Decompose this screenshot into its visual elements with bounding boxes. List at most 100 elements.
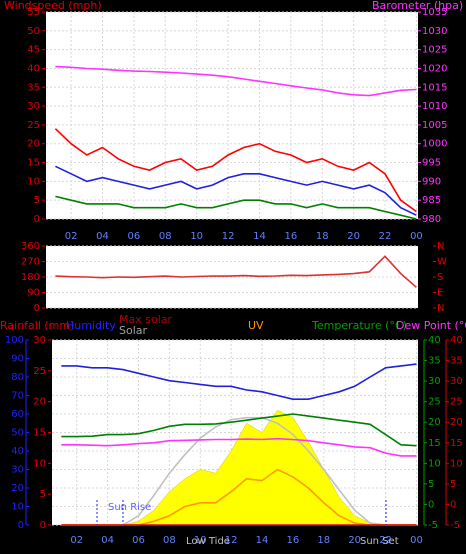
y-tick-label: 15 — [27, 158, 40, 169]
y-tick-label: 90 — [27, 288, 40, 299]
x-tick-label: 06 — [128, 231, 141, 242]
y-tick-label: 40 — [27, 63, 40, 74]
y-tick-label: 5 — [428, 479, 434, 490]
x-tick-label: 08 — [163, 535, 176, 546]
x-tick-label: 22 — [379, 535, 392, 546]
y-tick-label: 30 — [33, 335, 46, 346]
y-tick-label: 40 — [450, 335, 463, 346]
y-tick-label: 70 — [11, 391, 24, 402]
x-tick-label: 20 — [347, 231, 360, 242]
series-line — [55, 255, 417, 288]
y-tick-label: 10 — [27, 176, 40, 187]
y-tick-label: 25 — [27, 120, 40, 131]
y-tick-label: 0 — [34, 303, 40, 314]
y-tick-label: 0 — [428, 499, 434, 510]
axis-title: Rainfall (mm) — [0, 319, 74, 332]
y-tick-label: 15 — [33, 428, 46, 439]
series-line — [61, 413, 417, 447]
chart-title: 24 hour graph day : 30 June 2025 — [155, 0, 341, 12]
y-tick-label: 985 — [422, 195, 441, 206]
x-tick-label: 00 — [410, 535, 423, 546]
y-tick-label: 20 — [450, 417, 463, 428]
y-tick-label: -5 — [428, 520, 438, 531]
annotation: Sun Set — [360, 536, 399, 547]
y-tick-label: 30 — [27, 101, 40, 112]
y-tick-label: 360 — [21, 241, 40, 252]
y-tick-label: 1030 — [422, 26, 447, 37]
y-tick-label: 1035 — [422, 7, 447, 18]
x-tick-label: 02 — [70, 535, 83, 546]
y-tick-label: N — [437, 241, 444, 252]
y-tick-label: 30 — [450, 376, 463, 387]
y-tick-label: 25 — [33, 366, 46, 377]
x-tick-label: 16 — [287, 535, 300, 546]
y-tick-label: 180 — [21, 272, 40, 283]
annotation: Sun Rise — [108, 502, 151, 513]
axis-title: Barometer (hpa) — [372, 0, 463, 12]
x-tick-label: 16 — [284, 231, 297, 242]
series-line — [61, 363, 417, 401]
x-tick-label: 02 — [65, 231, 78, 242]
y-tick-label: 80 — [11, 372, 24, 383]
y-tick-label: 40 — [11, 446, 24, 457]
y-tick-label: 5 — [40, 489, 46, 500]
y-tick-label: 20 — [11, 483, 24, 494]
x-tick-label: 22 — [379, 231, 392, 242]
legend-label: Max solar — [119, 313, 172, 326]
y-tick-label: 35 — [428, 356, 441, 367]
y-tick-label: 60 — [11, 409, 24, 420]
y-tick-label: 1020 — [422, 63, 447, 74]
x-tick-label: 04 — [101, 535, 114, 546]
y-tick-label: 5 — [34, 195, 40, 206]
y-tick-label: 10 — [428, 458, 441, 469]
y-tick-label: 90 — [11, 354, 24, 365]
y-tick-label: 1000 — [422, 139, 447, 150]
y-tick-label: 5 — [450, 479, 456, 490]
series-line — [61, 437, 417, 457]
panel-wind — [46, 12, 418, 219]
y-tick-label: 1015 — [422, 82, 447, 93]
x-tick-label: 12 — [225, 535, 238, 546]
y-tick-label: 45 — [27, 45, 40, 56]
y-tick-label: 995 — [422, 158, 441, 169]
axis-title: Dew Point (°C) — [396, 319, 466, 332]
y-tick-label: 25 — [428, 397, 441, 408]
axis-title: Humidity — [66, 319, 116, 332]
y-tick-label: 30 — [11, 465, 24, 476]
y-tick-label: S — [437, 272, 443, 283]
x-tick-label: 10 — [190, 231, 203, 242]
y-tick-label: 10 — [33, 458, 46, 469]
x-tick-label: 20 — [348, 535, 361, 546]
x-tick-label: 04 — [96, 231, 109, 242]
series-line — [55, 65, 417, 97]
x-tick-label: 06 — [132, 535, 145, 546]
axis-title: Windspeed (mph) — [4, 0, 102, 12]
y-tick-label: 50 — [11, 428, 24, 439]
x-tick-label: 08 — [159, 231, 172, 242]
y-tick-label: 0 — [40, 520, 46, 531]
y-tick-label: 30 — [428, 376, 441, 387]
x-tick-label: 18 — [317, 535, 330, 546]
x-tick-label: 12 — [222, 231, 235, 242]
y-tick-label: 20 — [428, 417, 441, 428]
y-tick-label: 270 — [21, 257, 40, 268]
y-tick-label: N — [437, 303, 444, 314]
y-tick-label: 25 — [450, 397, 463, 408]
legend-label: UV — [248, 319, 264, 332]
y-tick-label: 1005 — [422, 120, 447, 131]
y-tick-label: 55 — [27, 7, 40, 18]
axis-title: Temperature (°C) — [311, 319, 407, 332]
y-tick-label: 35 — [27, 82, 40, 93]
y-tick-label: -5 — [450, 520, 460, 531]
series-line — [55, 195, 417, 220]
y-tick-label: 10 — [450, 458, 463, 469]
y-tick-label: 20 — [27, 139, 40, 150]
y-tick-label: 1010 — [422, 101, 447, 112]
series-line — [55, 165, 417, 216]
x-tick-label: 14 — [253, 231, 266, 242]
x-tick-label: 00 — [410, 231, 423, 242]
y-tick-label: 100 — [5, 335, 24, 346]
annotation: Low Tide — [186, 536, 230, 547]
y-tick-label: 1025 — [422, 45, 447, 56]
